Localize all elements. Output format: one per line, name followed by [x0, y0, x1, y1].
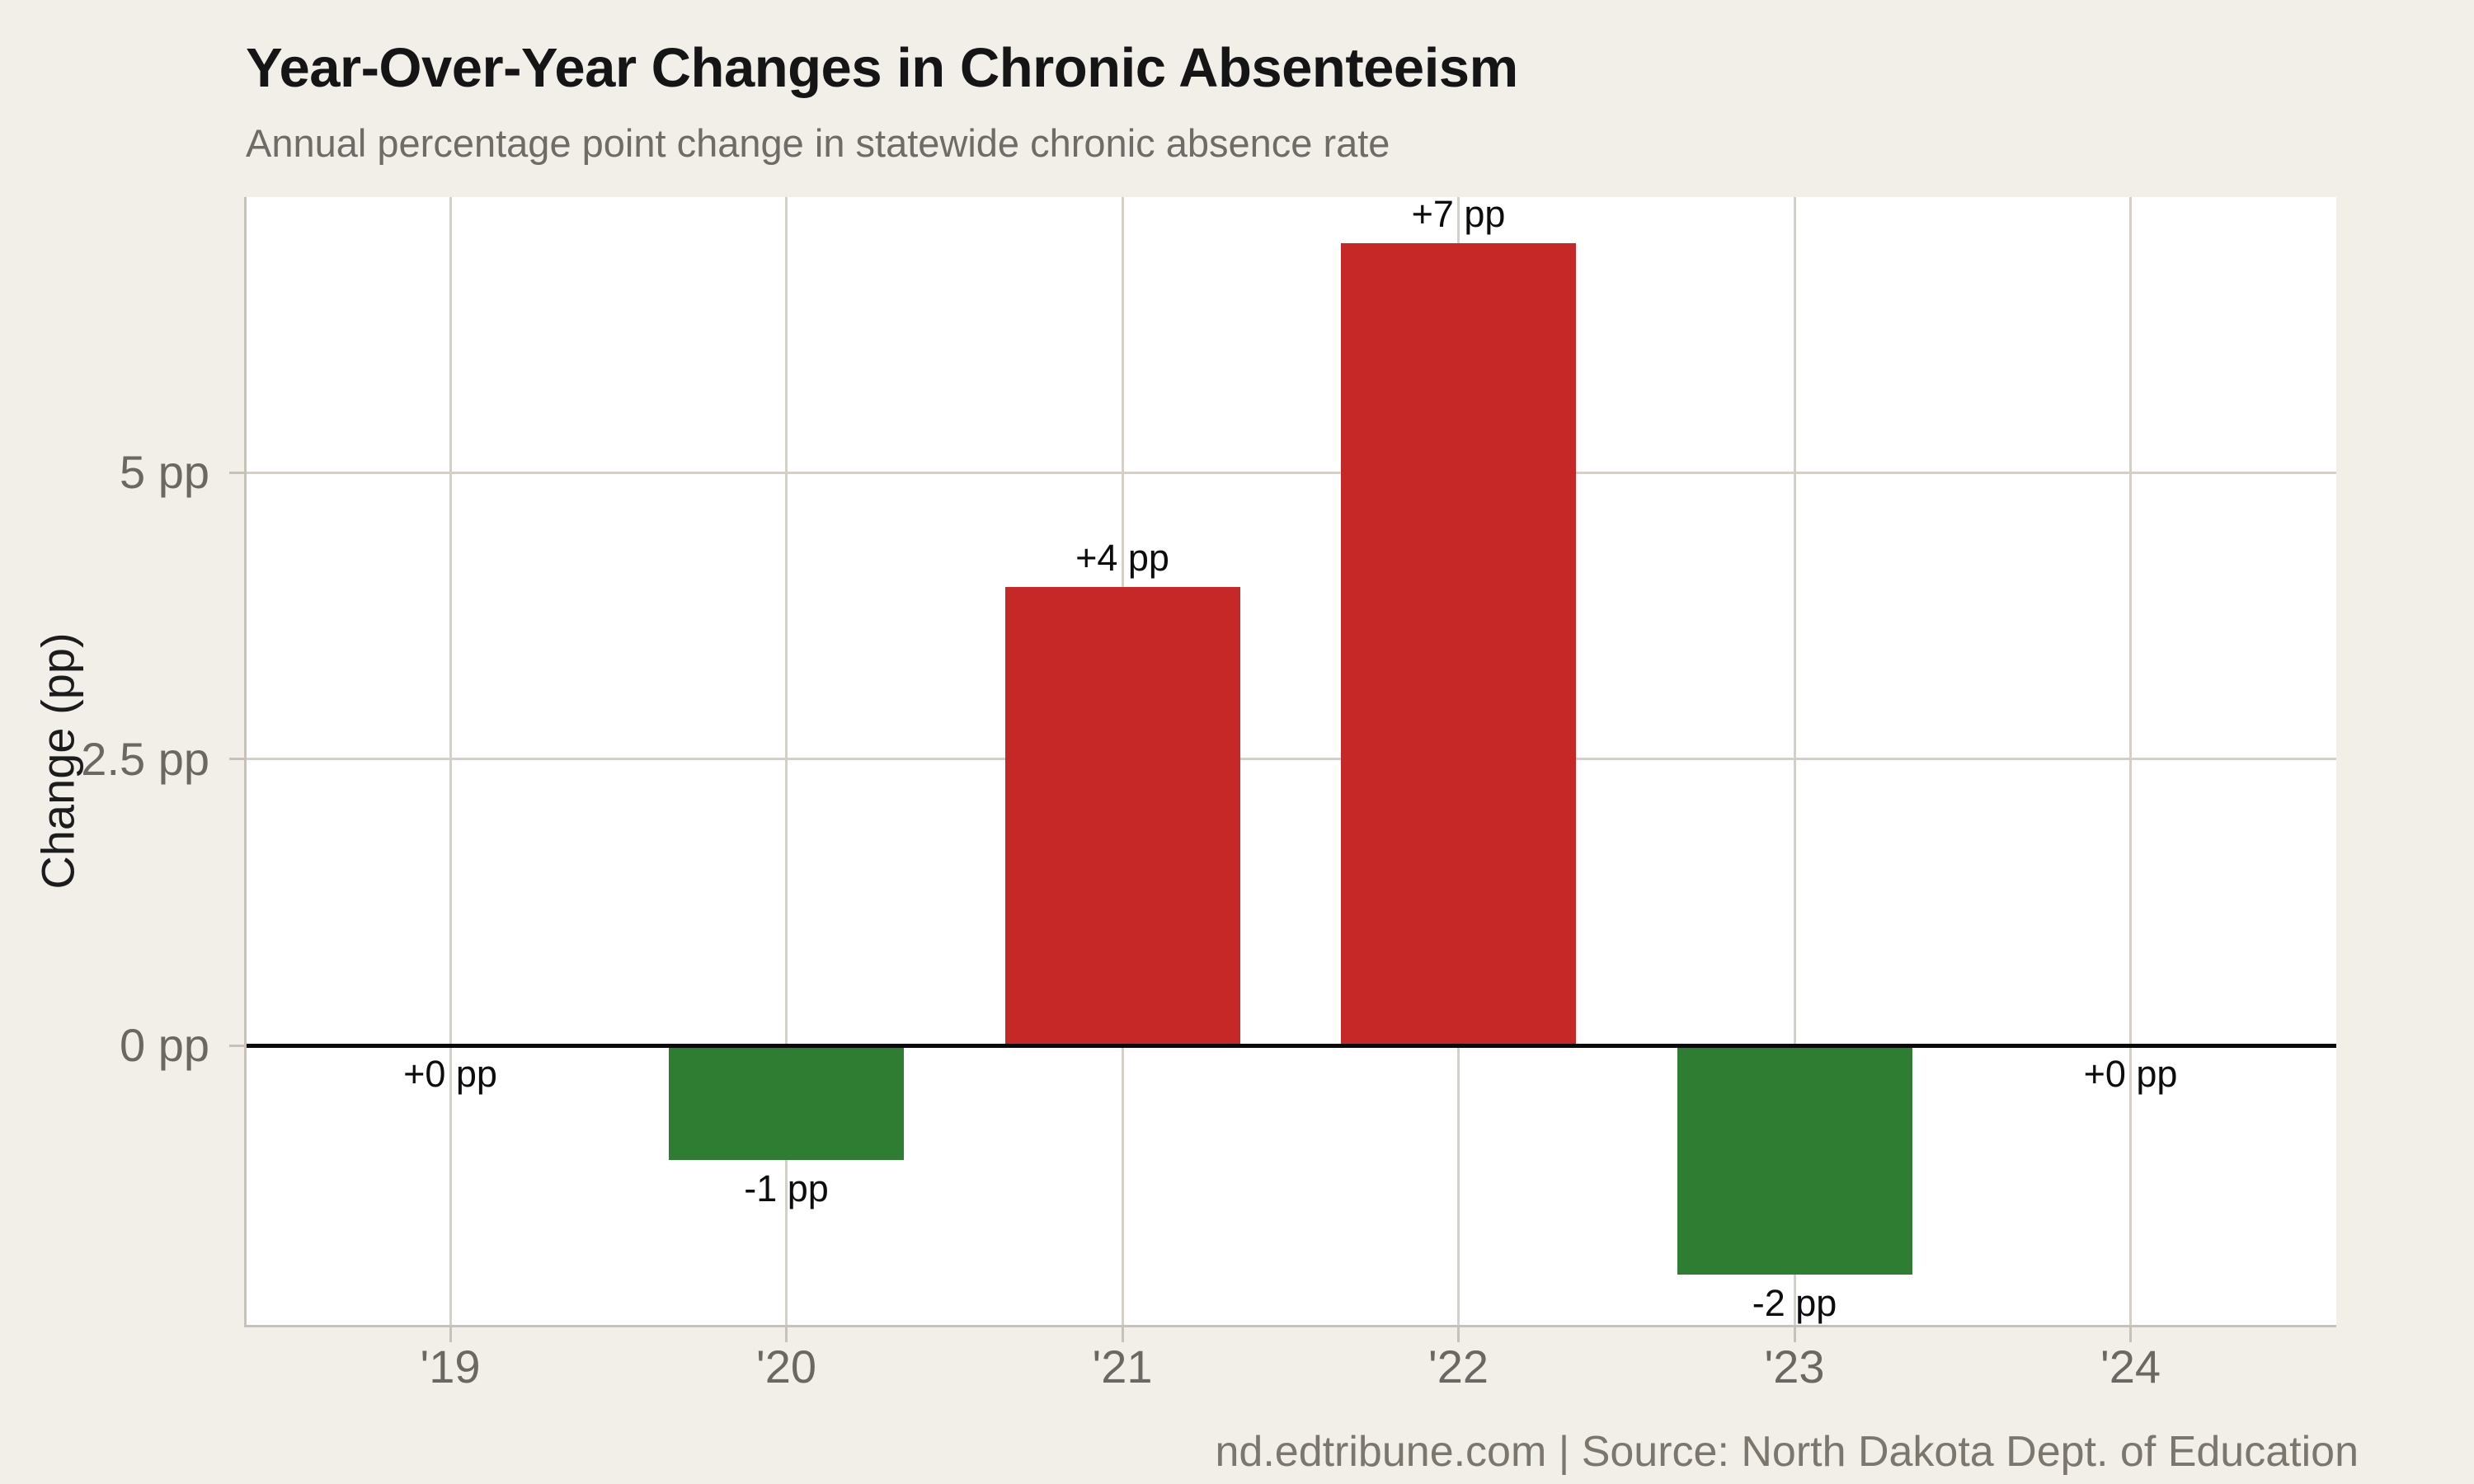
category-gridline: [785, 197, 788, 1325]
y-tick: [229, 1044, 244, 1047]
category-gridline: [1793, 197, 1796, 1325]
chart-title: Year-Over-Year Changes in Chronic Absent…: [246, 37, 1518, 99]
x-tick-label: '21: [1092, 1341, 1153, 1392]
bar-value-label: +4 pp: [1075, 537, 1169, 579]
bar: [1341, 243, 1576, 1045]
chart-subtitle: Annual percentage point change in statew…: [246, 121, 1390, 165]
y-tick-label: 0 pp: [120, 1019, 209, 1071]
x-tick: [2129, 1327, 2132, 1342]
y-gridline: [244, 471, 2336, 474]
x-tick: [1457, 1327, 1460, 1342]
bar: [1004, 587, 1240, 1045]
x-tick-label: '23: [1764, 1341, 1825, 1392]
x-tick: [785, 1327, 788, 1342]
x-tick: [449, 1327, 452, 1342]
y-axis-line: [244, 197, 247, 1325]
x-tick-label: '24: [2100, 1341, 2161, 1392]
bar-value-label: +0 pp: [2083, 1053, 2178, 1095]
x-tick: [1793, 1327, 1796, 1342]
bar-value-label: -1 pp: [744, 1167, 829, 1209]
x-axis-line: [244, 1325, 2336, 1327]
category-gridline: [449, 197, 452, 1325]
bar: [669, 1045, 904, 1160]
x-tick-label: '19: [420, 1341, 481, 1392]
source-credit: nd.edtribune.com | Source: North Dakota …: [1215, 1428, 2359, 1476]
category-gridline: [2129, 197, 2132, 1325]
zero-baseline: [244, 1043, 2336, 1048]
x-tick-label: '22: [1428, 1341, 1489, 1392]
y-tick: [229, 471, 244, 474]
bar-value-label: +7 pp: [1411, 193, 1506, 235]
y-gridline: [244, 758, 2336, 760]
x-tick-label: '20: [756, 1341, 816, 1392]
plot-area: +0 pp -1 pp +4 pp +7 pp -2 pp +0 pp: [244, 193, 2336, 1325]
bar-value-label: -2 pp: [1752, 1282, 1837, 1324]
x-tick: [1121, 1327, 1124, 1342]
bar: [1677, 1045, 1912, 1275]
y-tick-label: 2.5 pp: [81, 732, 209, 785]
y-tick: [229, 758, 244, 760]
y-tick-label: 5 pp: [120, 446, 209, 498]
bar-value-label: +0 pp: [403, 1053, 497, 1095]
